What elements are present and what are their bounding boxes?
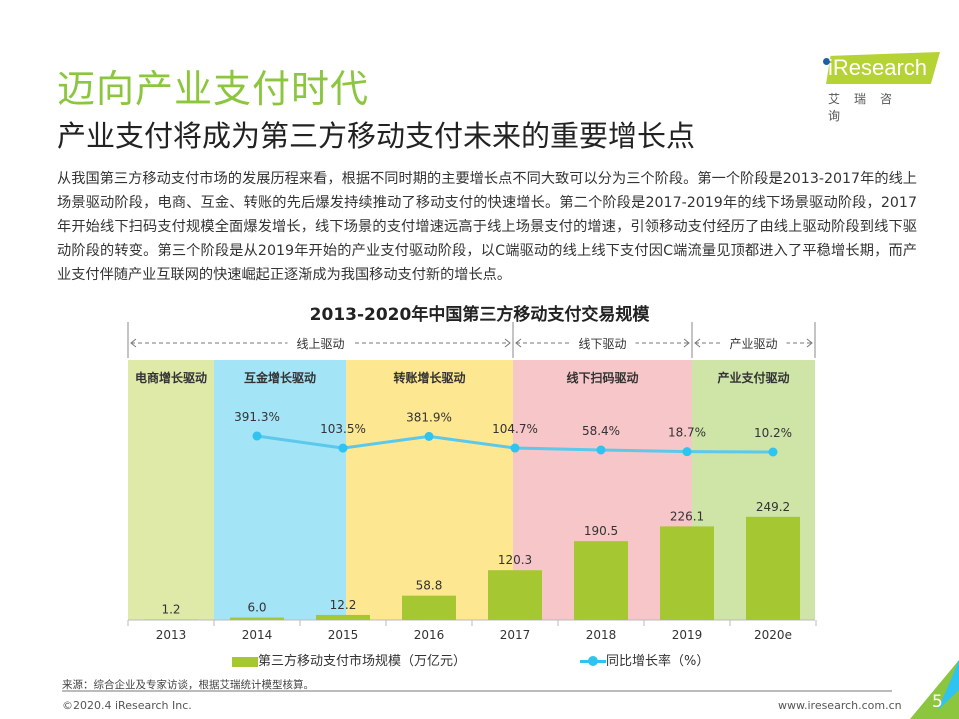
- page-subtitle: 产业支付将成为第三方移动支付未来的重要增长点: [57, 119, 696, 153]
- growth-point: [510, 443, 520, 453]
- legend-bar: 第三方移动支付市场规模（万亿元）: [232, 650, 466, 669]
- bar: [746, 516, 800, 620]
- phase-label-bg: [569, 334, 636, 352]
- x-tick-label: 2015: [328, 628, 359, 642]
- x-tick-label: 2016: [414, 628, 445, 642]
- body-text: 从我国第三方移动支付市场的发展历程来看，根据不同时期的主要增长点不同大致可以分为…: [57, 171, 917, 283]
- legend-line: 同比增长率（%）: [580, 650, 709, 669]
- growth-point: [424, 431, 434, 441]
- corner-decoration: [910, 660, 959, 719]
- x-tick-label: 2014: [242, 628, 273, 642]
- legend-line-label: 同比增长率（%）: [606, 654, 710, 669]
- phase-label-bg: [287, 334, 354, 352]
- band-1: [214, 360, 346, 620]
- bar: [316, 614, 370, 620]
- growth-point: [338, 443, 348, 453]
- growth-label: 104.7%: [492, 422, 538, 436]
- bar: [574, 541, 628, 620]
- bar-label: 12.2: [330, 598, 357, 612]
- legend-bar-swatch: [232, 656, 258, 667]
- growth-label: 103.5%: [320, 422, 366, 436]
- x-tick-label: 2017: [500, 628, 531, 642]
- x-tick-label: 2013: [156, 628, 187, 642]
- band-2: [346, 360, 513, 620]
- bar-label: 58.8: [416, 579, 443, 593]
- legend-line-marker: [580, 656, 606, 666]
- growth-label: 10.2%: [754, 426, 792, 440]
- x-tick-label: 2018: [586, 628, 617, 642]
- phase-label-bg: [720, 334, 787, 352]
- divider: [62, 690, 892, 692]
- bar: [488, 570, 542, 620]
- bar-label: 6.0: [247, 601, 266, 615]
- growth-point: [596, 445, 606, 455]
- growth-label: 58.4%: [582, 424, 620, 438]
- page-title: 迈向产业支付时代: [57, 67, 370, 111]
- growth-point: [252, 431, 262, 441]
- x-tick-label: 2019: [672, 628, 703, 642]
- bar: [230, 617, 284, 620]
- chart-title: 2013-2020年中国第三方移动支付交易规模: [309, 305, 650, 325]
- band-label: 转账增长驱动: [393, 370, 465, 385]
- bar-label: 226.1: [670, 509, 704, 523]
- phase-arrowheads: [130, 338, 511, 348]
- bar: [402, 595, 456, 620]
- band-label: 线下扫码驱动: [566, 370, 638, 385]
- bar-label: 1.2: [161, 603, 180, 617]
- growth-point: [768, 447, 778, 457]
- phase-label: 线上驱动: [296, 337, 344, 351]
- phase-label: 产业驱动: [729, 337, 777, 351]
- bar-label: 120.3: [498, 553, 532, 567]
- source-note: 来源：综合企业及专家访谈，根据艾瑞统计模型核算。: [62, 679, 314, 691]
- growth-point: [682, 447, 692, 457]
- bar-label: 190.5: [584, 524, 618, 538]
- website-link[interactable]: www.iresearch.com.cn: [778, 699, 902, 712]
- x-tick-label: 2020e: [754, 628, 792, 642]
- page-number: 5: [932, 692, 943, 712]
- growth-label: 18.7%: [668, 426, 706, 440]
- band-0: [128, 360, 214, 620]
- phase-label: 线下驱动: [578, 337, 626, 351]
- band-label: 电商增长驱动: [135, 370, 207, 385]
- copyright: ©2020.4 iResearch Inc.: [62, 699, 192, 712]
- band-label: 产业支付驱动: [717, 370, 789, 385]
- legend-bar-label: 第三方移动支付市场规模（万亿元）: [258, 654, 467, 669]
- phase-arrowheads: [515, 338, 690, 348]
- bar-label: 249.2: [756, 500, 790, 514]
- phase-arrowheads: [694, 338, 813, 348]
- band-label: 互金增长驱动: [244, 370, 316, 385]
- bar: [660, 526, 714, 620]
- iresearch-logo: iResearch 艾瑞咨询: [790, 52, 940, 123]
- growth-label: 391.3%: [234, 410, 280, 424]
- growth-label: 381.9%: [406, 410, 452, 424]
